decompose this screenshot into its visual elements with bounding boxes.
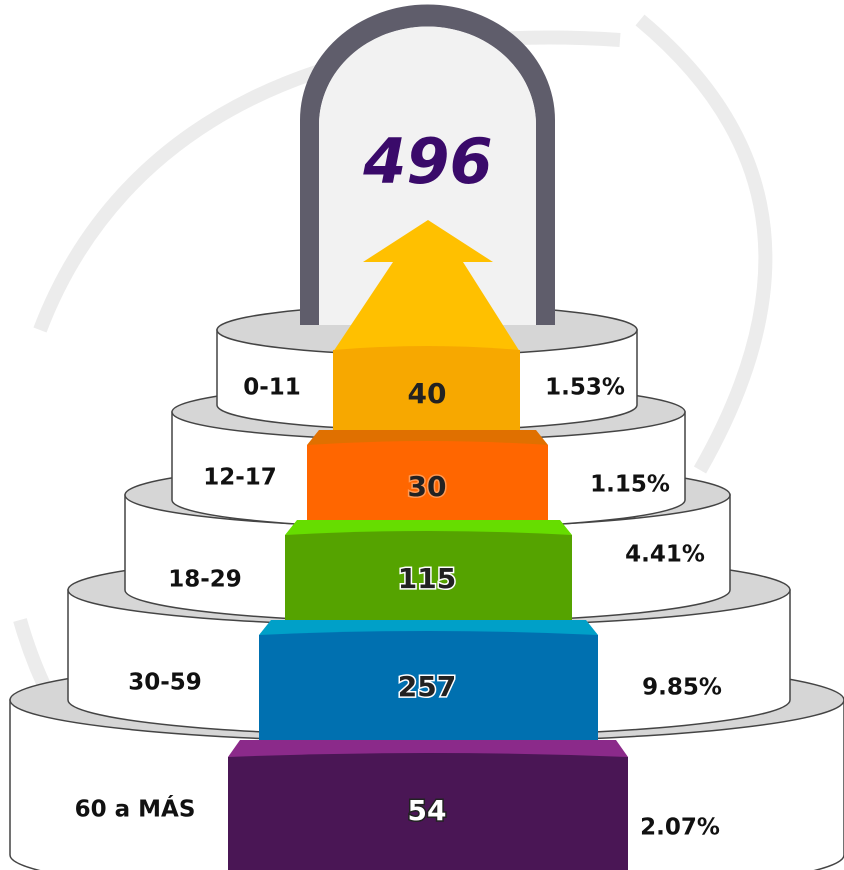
tier-label: 18-29 bbox=[168, 567, 242, 593]
tier-percent: 1.53% bbox=[545, 375, 625, 401]
headstone-face bbox=[319, 26, 536, 325]
tier-label: 30-59 bbox=[128, 670, 202, 696]
column-top bbox=[307, 430, 548, 445]
column-segment bbox=[228, 753, 628, 870]
tier-percent: 2.07% bbox=[640, 815, 720, 841]
column-top bbox=[228, 740, 628, 757]
tier-value: 30 bbox=[408, 470, 447, 503]
column-top bbox=[259, 620, 598, 635]
tier-value: 257 bbox=[398, 670, 456, 703]
tier-value: 115 bbox=[398, 562, 456, 595]
column-segment bbox=[259, 631, 598, 740]
tier-percent: 4.41% bbox=[625, 542, 705, 568]
arrow-head bbox=[333, 220, 520, 352]
column-segment bbox=[333, 346, 520, 430]
column-segment bbox=[285, 531, 572, 620]
tier-value: 40 bbox=[408, 377, 447, 410]
tier-label: 60 a MÁS bbox=[75, 795, 196, 823]
tier-value: 54 bbox=[408, 794, 447, 827]
tier-percent: 9.85% bbox=[642, 675, 722, 701]
tier-label: 12-17 bbox=[203, 465, 277, 491]
tier-label: 0-11 bbox=[243, 375, 301, 401]
column: 0-11 40 1.53% 12-17 30 1.15% 18-29 115 4.41% 30-5… bbox=[75, 220, 722, 870]
column-segment bbox=[307, 441, 548, 520]
column-top bbox=[285, 520, 572, 535]
tier-percent: 1.15% bbox=[590, 472, 670, 498]
total: 496 bbox=[362, 125, 492, 198]
